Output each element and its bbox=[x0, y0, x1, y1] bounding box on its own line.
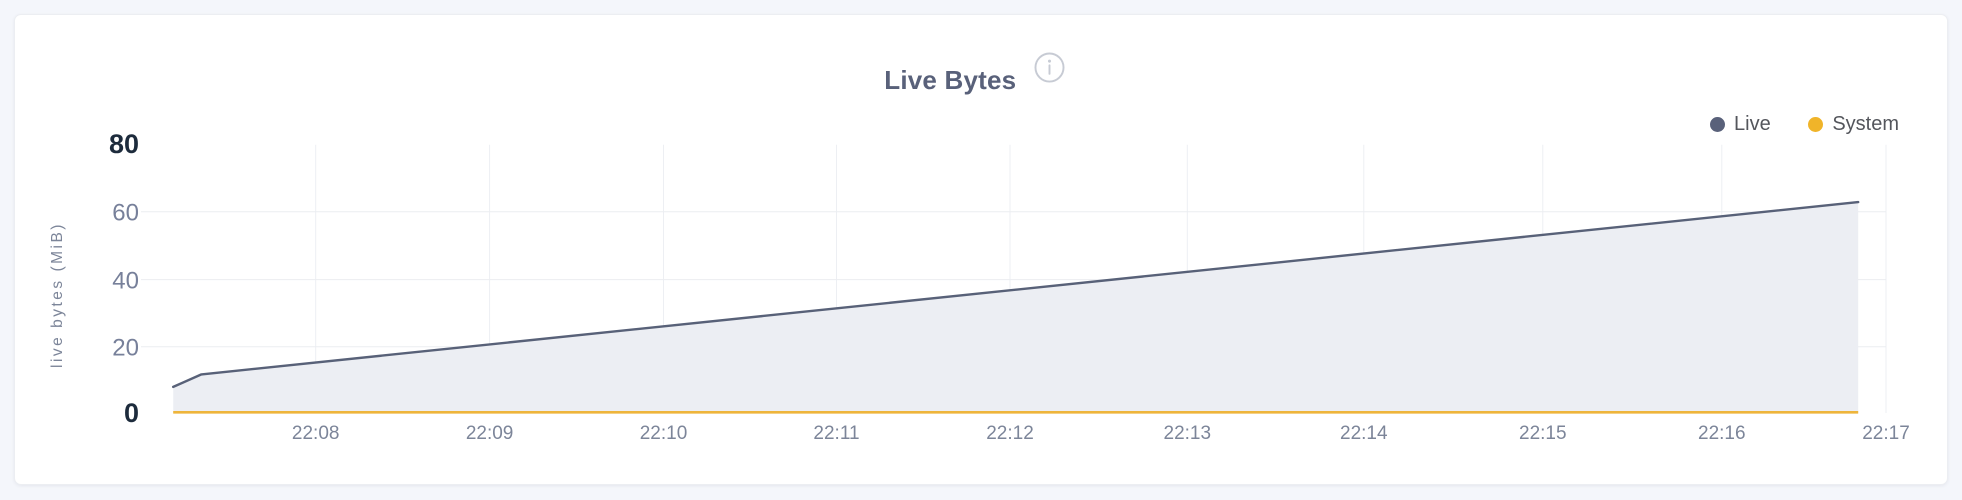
svg-text:80: 80 bbox=[109, 129, 139, 159]
svg-text:22:15: 22:15 bbox=[1519, 423, 1567, 444]
svg-text:22:12: 22:12 bbox=[986, 423, 1034, 444]
svg-text:22:14: 22:14 bbox=[1340, 423, 1388, 444]
svg-text:20: 20 bbox=[112, 335, 139, 362]
svg-text:22:17: 22:17 bbox=[1862, 423, 1910, 444]
svg-text:22:10: 22:10 bbox=[640, 423, 688, 444]
svg-text:0: 0 bbox=[124, 398, 139, 428]
svg-text:22:08: 22:08 bbox=[292, 423, 340, 444]
svg-text:22:13: 22:13 bbox=[1164, 423, 1212, 444]
svg-text:22:11: 22:11 bbox=[813, 423, 859, 444]
svg-text:40: 40 bbox=[112, 267, 139, 294]
svg-text:60: 60 bbox=[112, 200, 139, 227]
svg-text:22:09: 22:09 bbox=[466, 423, 514, 444]
svg-text:22:16: 22:16 bbox=[1698, 423, 1746, 444]
